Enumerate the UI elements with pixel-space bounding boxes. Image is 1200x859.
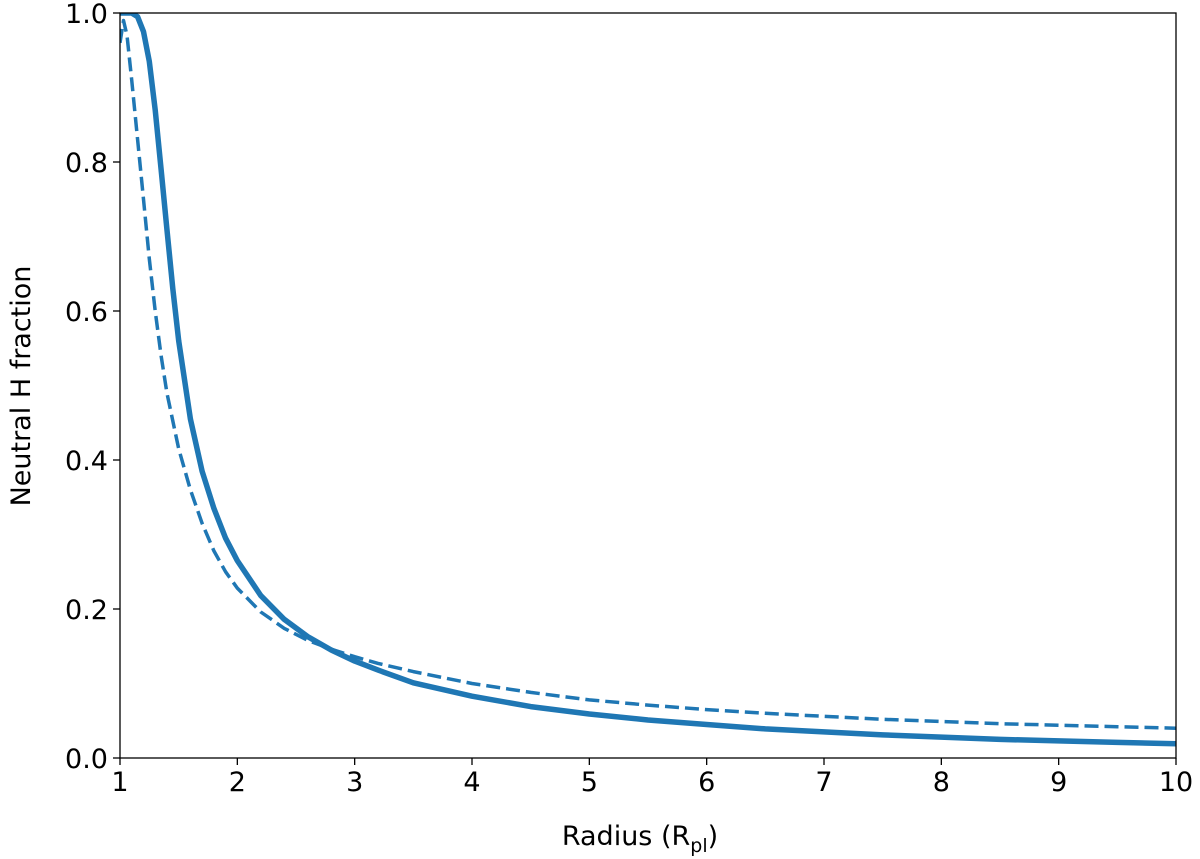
x-tick-label: 1 [111,767,128,798]
x-axis-label: Radius (Rpl) [562,821,718,857]
x-tick-label: 3 [346,767,363,798]
x-tick-label: 2 [229,767,246,798]
y-tick-label: 0.4 [65,446,108,477]
y-tick-label: 0.8 [65,148,108,179]
plot-frame [119,12,1177,759]
x-tick-label: 6 [698,767,715,798]
y-tick-label: 1.0 [65,0,108,30]
y-axis-ticks: 0.0 0.2 0.4 0.6 0.8 1.0 [65,0,120,775]
series-dashed-line [120,18,1176,730]
x-tick-label: 5 [581,767,598,798]
x-axis-ticks: 1 2 3 4 5 6 7 8 9 10 [111,758,1193,798]
x-tick-label: 4 [463,767,480,798]
x-tick-label: 7 [815,767,832,798]
y-tick-label: 0.6 [65,297,108,328]
x-tick-label: 8 [933,767,950,798]
x-tick-label: 10 [1159,767,1193,798]
x-tick-label: 9 [1050,767,1067,798]
y-tick-label: 0.0 [65,744,108,775]
y-axis-label: Neutral H fraction [6,266,37,507]
series-layer [120,13,1176,747]
series-solid-line [120,13,1176,747]
y-tick-label: 0.2 [65,595,108,626]
